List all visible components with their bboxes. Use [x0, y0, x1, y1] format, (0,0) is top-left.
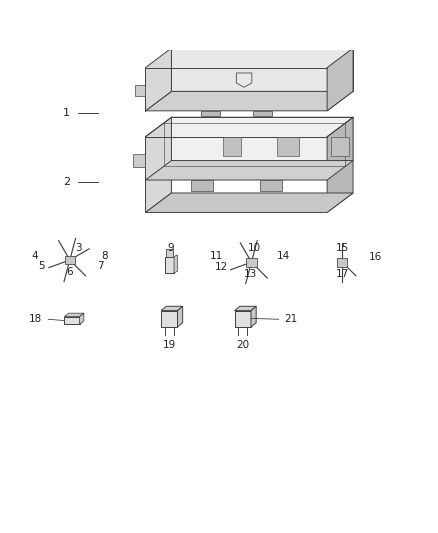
- Text: 19: 19: [162, 340, 176, 350]
- Polygon shape: [235, 311, 251, 327]
- Polygon shape: [246, 258, 257, 266]
- Text: 9: 9: [167, 243, 174, 253]
- Text: 5: 5: [39, 261, 45, 271]
- Polygon shape: [327, 117, 353, 213]
- Text: 13: 13: [244, 269, 257, 279]
- Polygon shape: [161, 311, 177, 327]
- Polygon shape: [145, 48, 171, 111]
- Polygon shape: [145, 117, 171, 213]
- Polygon shape: [161, 306, 183, 311]
- Polygon shape: [332, 137, 349, 156]
- Polygon shape: [134, 85, 145, 96]
- Text: 2: 2: [63, 177, 70, 187]
- Text: 16: 16: [369, 252, 382, 262]
- Polygon shape: [166, 249, 173, 256]
- Polygon shape: [64, 313, 84, 317]
- Polygon shape: [251, 306, 256, 327]
- Polygon shape: [191, 180, 212, 191]
- Text: 21: 21: [284, 314, 297, 324]
- Text: 18: 18: [28, 314, 42, 324]
- Text: 6: 6: [67, 266, 73, 277]
- Polygon shape: [277, 137, 299, 156]
- Text: 12: 12: [215, 262, 228, 271]
- Polygon shape: [201, 111, 220, 116]
- Text: 4: 4: [32, 251, 39, 261]
- Text: 8: 8: [101, 251, 108, 261]
- Text: 14: 14: [276, 251, 290, 261]
- Text: 10: 10: [248, 243, 261, 253]
- Polygon shape: [177, 306, 183, 327]
- Polygon shape: [165, 256, 174, 273]
- Polygon shape: [327, 48, 353, 111]
- Polygon shape: [80, 313, 84, 325]
- Polygon shape: [145, 193, 353, 213]
- Polygon shape: [337, 258, 347, 266]
- Polygon shape: [171, 48, 353, 91]
- Polygon shape: [174, 255, 177, 273]
- Text: 11: 11: [209, 251, 223, 261]
- Polygon shape: [223, 137, 240, 156]
- Text: 3: 3: [75, 244, 82, 253]
- Polygon shape: [133, 154, 145, 167]
- Polygon shape: [253, 111, 272, 116]
- Polygon shape: [65, 256, 75, 264]
- Text: 20: 20: [236, 340, 249, 350]
- Text: 1: 1: [63, 108, 70, 118]
- Polygon shape: [171, 117, 353, 160]
- Polygon shape: [235, 306, 256, 311]
- Polygon shape: [260, 180, 282, 191]
- Text: 7: 7: [97, 261, 103, 271]
- Polygon shape: [64, 317, 80, 325]
- Polygon shape: [145, 91, 353, 111]
- Text: 17: 17: [336, 269, 349, 279]
- Polygon shape: [145, 160, 353, 180]
- Text: 15: 15: [336, 243, 349, 253]
